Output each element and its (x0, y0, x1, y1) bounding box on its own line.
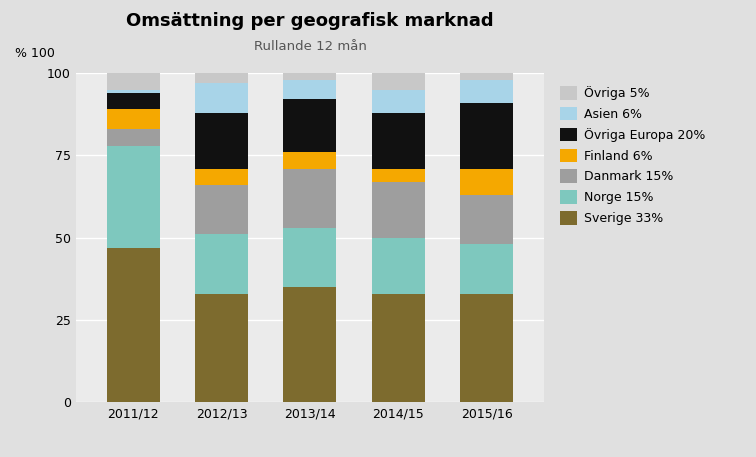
Bar (107, 248, 160, 402)
Bar (372, 238, 425, 293)
Bar (107, 93, 160, 109)
Bar (195, 83, 248, 112)
Bar (372, 293, 425, 402)
Bar (460, 195, 513, 244)
Bar (107, 109, 160, 129)
Bar (284, 228, 336, 287)
Legend: Övriga 5%, Asien 6%, Övriga Europa 20%, Finland 6%, Danmark 15%, Norge 15%, Sver: Övriga 5%, Asien 6%, Övriga Europa 20%, … (560, 86, 705, 225)
Bar (195, 234, 248, 293)
Bar (284, 80, 336, 100)
Bar (460, 293, 513, 402)
Bar (460, 169, 513, 195)
Bar (460, 244, 513, 293)
Bar (195, 112, 248, 169)
Bar (195, 73, 248, 83)
Bar (195, 169, 248, 185)
Bar (107, 129, 160, 145)
Bar (460, 80, 513, 103)
Bar (284, 287, 336, 402)
Bar (372, 112, 425, 169)
Bar (284, 152, 336, 169)
Bar (284, 100, 336, 152)
Text: % 100: % 100 (14, 47, 54, 60)
Bar (372, 182, 425, 238)
Bar (460, 73, 513, 80)
Bar (372, 169, 425, 182)
Bar (107, 145, 160, 248)
Bar (107, 90, 160, 93)
Text: Rullande 12 mån: Rullande 12 mån (253, 40, 367, 53)
Bar (372, 90, 425, 112)
Bar (460, 103, 513, 169)
Text: Omsättning per geografisk marknad: Omsättning per geografisk marknad (126, 12, 494, 30)
Bar (195, 185, 248, 234)
Bar (195, 293, 248, 402)
Bar (372, 73, 425, 90)
Bar (284, 169, 336, 228)
Bar (284, 73, 336, 80)
Bar (107, 73, 160, 90)
